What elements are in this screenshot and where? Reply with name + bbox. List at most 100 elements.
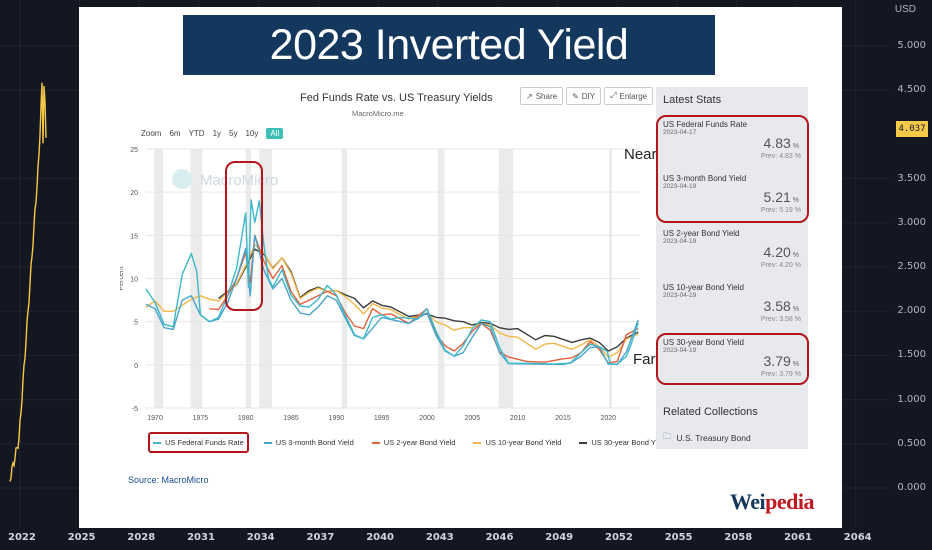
latest-stats-panel bbox=[656, 87, 808, 449]
stat-date: 2023-04-19 bbox=[663, 347, 697, 354]
stat-date: 2023-04-19 bbox=[663, 238, 697, 245]
stat-date: 2023-04-17 bbox=[663, 129, 697, 136]
stat-value-row: 3.79% bbox=[764, 353, 799, 369]
series-line-3 bbox=[209, 234, 639, 364]
brand-part2: pedia bbox=[765, 489, 815, 514]
zoom-option-all[interactable]: All bbox=[266, 128, 284, 139]
stat-3m[interactable]: US 3-month Bond Yield 2023-04-19 5.21% P… bbox=[663, 174, 805, 214]
legend-swatch bbox=[263, 441, 272, 444]
price-line bbox=[9, 82, 47, 482]
zoom-option-5y[interactable]: 5y bbox=[229, 129, 238, 138]
banner-title: 2023 Inverted Yield Explained bbox=[183, 15, 715, 129]
source-label: Source: MacroMicro bbox=[128, 475, 209, 485]
stat-unit: % bbox=[792, 306, 799, 313]
time-axis-label: 2052 bbox=[605, 532, 633, 543]
price-axis-label: 0.500 bbox=[897, 437, 926, 449]
stat-10y[interactable]: US 10-year Bond Yield 2023-04-19 3.58% P… bbox=[663, 283, 805, 323]
legend-label: US 3-month Bond Yield bbox=[275, 438, 354, 447]
near-annotation: Near bbox=[624, 146, 657, 163]
legend-label: US 2-year Bond Yield bbox=[383, 438, 456, 447]
stat-fed-funds[interactable]: US Federal Funds Rate 2023-04-17 4.83% P… bbox=[663, 120, 805, 160]
share-button[interactable]: ↗ Share bbox=[520, 87, 564, 105]
legend-label: US 30-year Bond Yield bbox=[591, 438, 668, 447]
x-tick-label: 1970 bbox=[147, 415, 163, 422]
stat-value-row: 4.83% bbox=[764, 135, 799, 151]
stat-name: US 10-year Bond Yield bbox=[663, 283, 744, 292]
chart-legend: US Federal Funds Rate US 3-month Bond Yi… bbox=[148, 432, 670, 453]
zoom-option-6m[interactable]: 6m bbox=[169, 129, 181, 138]
far-annotation: Far bbox=[633, 351, 656, 368]
stat-unit: % bbox=[792, 143, 799, 150]
zoom-option-ytd[interactable]: YTD bbox=[188, 129, 205, 138]
legend-2y[interactable]: US 2-year Bond Yield bbox=[369, 434, 459, 451]
y-tick-label: 25 bbox=[130, 147, 138, 154]
y-tick-label: 0 bbox=[134, 363, 138, 370]
latest-stats-heading: Latest Stats bbox=[663, 94, 722, 106]
y-tick-label: 5 bbox=[134, 320, 138, 327]
x-tick-label: 1975 bbox=[193, 415, 209, 422]
x-tick-label: 2005 bbox=[465, 415, 481, 422]
time-axis-label: 2034 bbox=[246, 532, 275, 543]
brand-part1: Wei bbox=[730, 489, 766, 514]
macromicro-logo-icon bbox=[172, 169, 192, 189]
currency-label: USD bbox=[894, 4, 916, 15]
time-axis-label: 2037 bbox=[306, 532, 335, 543]
related-link[interactable]: 🗀 U.S. Treasury Bond bbox=[663, 431, 751, 445]
related-label: U.S. Treasury Bond bbox=[676, 433, 751, 443]
enlarge-label: Enlarge bbox=[619, 91, 648, 101]
legend-3m[interactable]: US 3-month Bond Yield bbox=[261, 434, 357, 451]
diy-button[interactable]: ✎ DIY bbox=[566, 87, 602, 105]
price-axis-label: 2.500 bbox=[897, 261, 926, 272]
legend-swatch bbox=[473, 441, 482, 444]
stat-prev: Prev: 4.20 % bbox=[760, 262, 801, 269]
price-axis-label: 5.000 bbox=[897, 40, 926, 51]
time-axis-label: 2046 bbox=[485, 532, 514, 543]
stat-name: US 3-month Bond Yield bbox=[663, 174, 747, 183]
diy-label: DIY bbox=[581, 91, 596, 101]
legend-10y[interactable]: US 10-year Bond Yield bbox=[470, 434, 564, 451]
legend-30y[interactable]: US 30-year Bond Yield bbox=[576, 434, 670, 451]
time-axis-label: 2040 bbox=[366, 532, 395, 543]
share-label: Share bbox=[535, 91, 558, 101]
yield-chart[interactable]: -5 0 5 10 15 20 25 1970 1975 1980 1985 1990 1995 2000… bbox=[120, 140, 650, 430]
price-axis-label: 3.000 bbox=[897, 216, 926, 228]
folder-icon: 🗀 bbox=[663, 431, 672, 441]
stat-value: 4.83 bbox=[763, 135, 791, 151]
time-axis-label: 2022 bbox=[8, 532, 36, 543]
y-axis-title: Percent bbox=[120, 266, 125, 290]
price-axis-label: 1.500 bbox=[897, 349, 926, 361]
pencil-icon: ✎ bbox=[572, 91, 579, 101]
x-tick-label: 1985 bbox=[283, 415, 299, 422]
stat-2y[interactable]: US 2-year Bond Yield 2023-04-19 4.20% Pr… bbox=[663, 229, 805, 269]
time-axis-label: 2031 bbox=[187, 532, 215, 543]
time-axis-label: 2058 bbox=[724, 532, 753, 543]
near-highlight-box bbox=[656, 115, 809, 223]
stat-value: 3.79 bbox=[763, 353, 791, 369]
stat-date: 2023-04-19 bbox=[663, 183, 697, 190]
stat-value-row: 5.21% bbox=[764, 189, 799, 205]
y-tick-label: 20 bbox=[130, 190, 138, 197]
series-line-4 bbox=[145, 244, 639, 358]
legend-fed-funds[interactable]: US Federal Funds Rate bbox=[148, 432, 249, 453]
stat-name: US 30-year Bond Yield bbox=[663, 338, 744, 347]
chart-toolbar: ↗ Share ✎ DIY ⤢ Enlarge bbox=[520, 87, 654, 105]
zoom-option-10y[interactable]: 10y bbox=[245, 129, 259, 138]
zoom-selector: Zoom 6m YTD 1y 5y 10y All bbox=[141, 128, 284, 139]
stat-unit: % bbox=[792, 197, 799, 204]
stat-30y[interactable]: US 30-year Bond Yield 2023-04-19 3.79% P… bbox=[663, 338, 805, 378]
expand-icon: ⤢ bbox=[610, 91, 617, 100]
stat-unit: % bbox=[792, 252, 799, 259]
zoom-option-1y[interactable]: 1y bbox=[212, 129, 222, 138]
enlarge-button[interactable]: ⤢ Enlarge bbox=[604, 87, 654, 105]
far-highlight-box bbox=[656, 333, 809, 385]
stat-prev: Prev: 5.19 % bbox=[760, 207, 801, 214]
x-tick-label: 1995 bbox=[374, 415, 390, 422]
share-icon: ↗ bbox=[526, 91, 533, 101]
legend-swatch bbox=[153, 441, 161, 444]
watermark-text: MacroMicro bbox=[200, 172, 278, 189]
x-tick-label: 2015 bbox=[555, 415, 571, 422]
x-tick-label: 2010 bbox=[510, 415, 526, 422]
current-price-tag: 4.037 bbox=[896, 121, 928, 137]
y-tick-label: 10 bbox=[130, 277, 138, 284]
stat-name: US Federal Funds Rate bbox=[663, 120, 748, 129]
